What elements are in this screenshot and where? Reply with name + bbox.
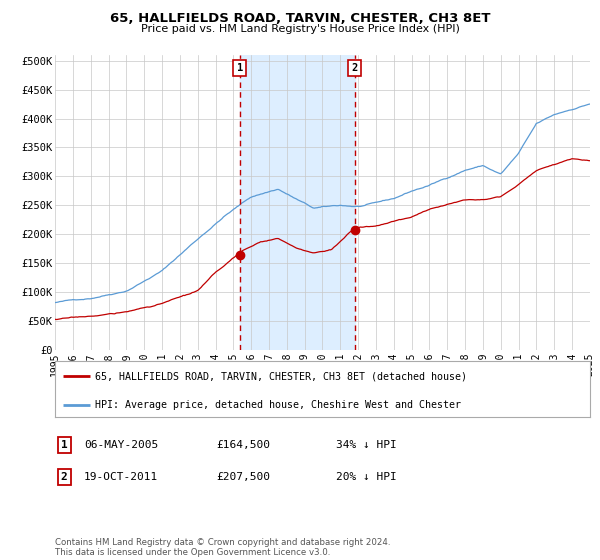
Text: Price paid vs. HM Land Registry's House Price Index (HPI): Price paid vs. HM Land Registry's House … <box>140 24 460 34</box>
Text: 2: 2 <box>61 472 68 482</box>
Bar <box>239 55 355 350</box>
Text: £164,500: £164,500 <box>216 440 270 450</box>
Text: 06-MAY-2005: 06-MAY-2005 <box>84 440 158 450</box>
Text: 65, HALLFIELDS ROAD, TARVIN, CHESTER, CH3 8ET: 65, HALLFIELDS ROAD, TARVIN, CHESTER, CH… <box>110 12 490 25</box>
Text: 65, HALLFIELDS ROAD, TARVIN, CHESTER, CH3 8ET (detached house): 65, HALLFIELDS ROAD, TARVIN, CHESTER, CH… <box>95 371 467 381</box>
Text: HPI: Average price, detached house, Cheshire West and Chester: HPI: Average price, detached house, Ches… <box>95 400 461 410</box>
Text: Contains HM Land Registry data © Crown copyright and database right 2024.
This d: Contains HM Land Registry data © Crown c… <box>55 538 391 557</box>
Text: 34% ↓ HPI: 34% ↓ HPI <box>336 440 397 450</box>
Text: 20% ↓ HPI: 20% ↓ HPI <box>336 472 397 482</box>
Text: £207,500: £207,500 <box>216 472 270 482</box>
Text: 1: 1 <box>61 440 68 450</box>
Text: 2: 2 <box>352 63 358 73</box>
Text: 19-OCT-2011: 19-OCT-2011 <box>84 472 158 482</box>
Text: 1: 1 <box>236 63 243 73</box>
